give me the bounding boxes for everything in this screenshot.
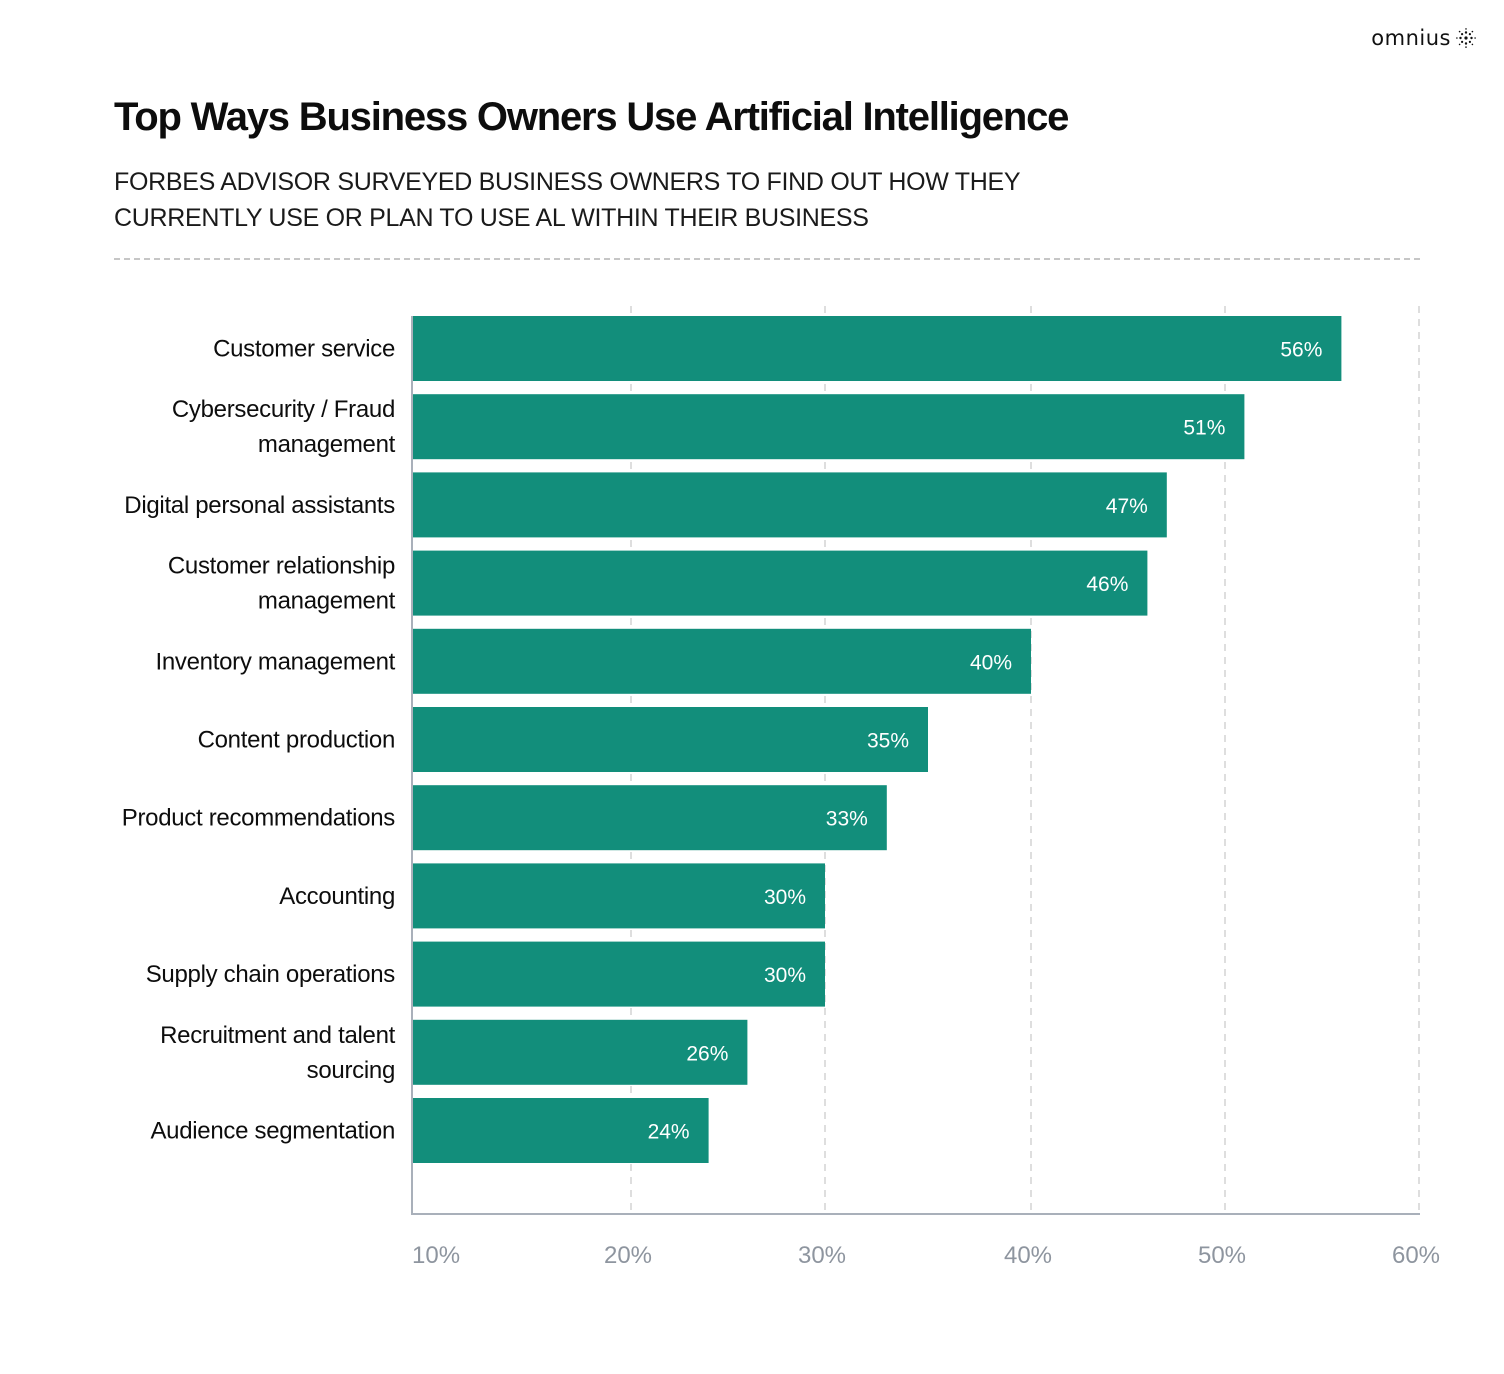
bar: [412, 1098, 709, 1163]
brand-name: omnius: [1371, 26, 1451, 50]
x-tick-label: 60%: [1392, 1242, 1440, 1269]
x-tick-label: 20%: [604, 1242, 652, 1269]
chart-title: Top Ways Business Owners Use Artificial …: [114, 95, 1069, 139]
x-tick-label: 40%: [1004, 1242, 1052, 1269]
bar-value-label: 35%: [867, 730, 909, 753]
category-label: Accounting: [279, 883, 395, 910]
bar: [412, 394, 1245, 460]
category-label: Inventory management: [156, 648, 396, 675]
bar-value-label: 46%: [1086, 573, 1128, 596]
brand-logo: omnius: [1371, 26, 1476, 50]
bar-value-label: 56%: [1280, 339, 1322, 362]
chart-subtitle: FORBES ADVISOR SURVEYED BUSINESS OWNERS …: [114, 168, 1020, 232]
bar: [412, 785, 887, 851]
bar-value-label: 30%: [764, 886, 806, 909]
bar: [412, 1019, 748, 1085]
bar-value-label: 24%: [648, 1121, 690, 1144]
bar: [412, 941, 825, 1007]
category-label: Cybersecurity / Fraud: [172, 396, 395, 423]
bar: [412, 628, 1031, 694]
x-tick-label: 50%: [1198, 1242, 1246, 1269]
bar: [412, 316, 1342, 381]
x-tick-label: 30%: [798, 1242, 846, 1269]
header-divider: [114, 258, 1420, 260]
category-label: Supply chain operations: [146, 961, 396, 988]
category-label: Customer relationship: [168, 553, 395, 580]
category-label: Digital personal assistants: [124, 492, 395, 519]
bar: [412, 472, 1167, 538]
bar: [412, 863, 825, 929]
bar-value-label: 47%: [1106, 495, 1148, 518]
bar-value-label: 30%: [764, 964, 806, 987]
bar-value-label: 40%: [970, 651, 1012, 674]
x-tick-label: 10%: [412, 1242, 460, 1269]
bar-value-label: 26%: [686, 1042, 728, 1065]
category-label: management: [258, 431, 396, 458]
category-label: sourcing: [307, 1057, 395, 1084]
category-label: Audience segmentation: [150, 1118, 395, 1145]
bar-value-label: 33%: [826, 808, 868, 831]
category-label: Product recommendations: [122, 805, 396, 832]
category-label: Recruitment and talent: [160, 1022, 395, 1049]
category-label: Customer service: [213, 336, 395, 363]
bar-value-label: 51%: [1183, 417, 1225, 440]
bar: [412, 707, 928, 772]
category-label: Content production: [198, 727, 395, 754]
dotted-sphere-icon: [1456, 28, 1476, 48]
bar: [412, 550, 1148, 616]
category-label: management: [258, 588, 396, 615]
